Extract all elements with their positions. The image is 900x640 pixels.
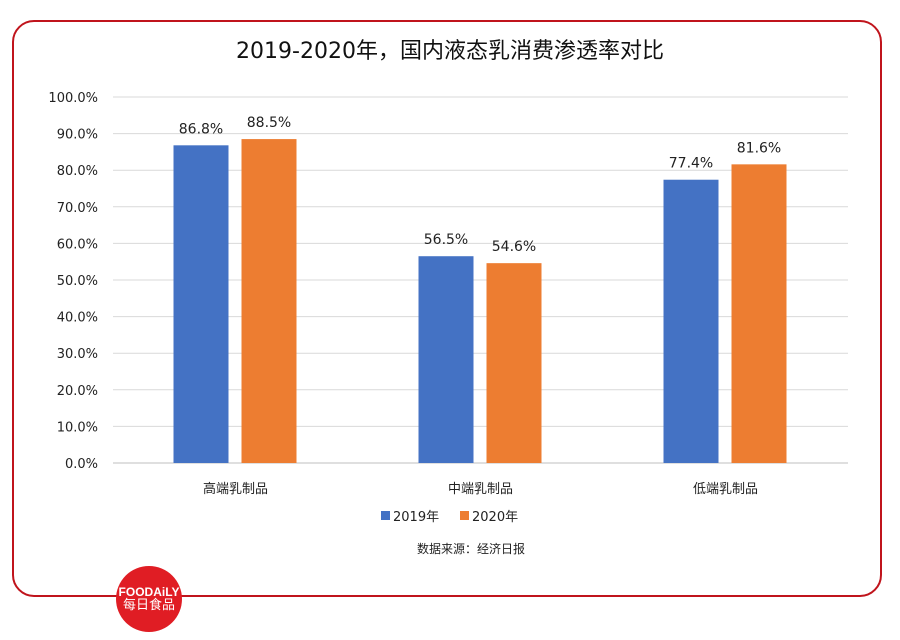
bar-2020年-中端乳制品	[486, 263, 542, 463]
chart-title: 2019-2020年，国内液态乳消费渗透率对比	[236, 39, 664, 64]
y-tick-label: 100.0%	[48, 91, 98, 106]
bar-2020年-低端乳制品	[731, 164, 787, 463]
bar-2019年-中端乳制品	[418, 256, 474, 463]
y-tick-label: 10.0%	[57, 420, 98, 435]
y-tick-label: 40.0%	[57, 311, 98, 326]
data-label: 77.4%	[669, 156, 713, 172]
legend-label-2020: 2020年	[472, 510, 518, 525]
x-tick-label: 高端乳制品	[203, 481, 268, 497]
data-label: 81.6%	[737, 140, 781, 156]
foodaily-logo: FOODAiLY 每日食品	[116, 566, 182, 632]
y-tick-label: 50.0%	[57, 274, 98, 289]
y-tick-label: 60.0%	[57, 237, 98, 252]
bar-2019年-低端乳制品	[663, 179, 719, 463]
data-label: 88.5%	[247, 115, 291, 131]
legend-label-2019: 2019年	[393, 510, 439, 525]
y-tick-label: 70.0%	[57, 201, 98, 216]
y-tick-label: 90.0%	[57, 128, 98, 143]
legend-swatch-2019	[381, 511, 390, 520]
legend: 2019年 2020年	[381, 510, 518, 525]
legend-swatch-2020	[460, 511, 469, 520]
y-tick-label: 80.0%	[57, 164, 98, 179]
logo-en: FOODAiLY	[118, 585, 180, 599]
y-tick-label: 0.0%	[65, 457, 98, 472]
data-label: 54.6%	[492, 239, 536, 255]
data-label: 56.5%	[424, 232, 468, 248]
bar-2020年-高端乳制品	[241, 139, 297, 463]
bar-2019年-高端乳制品	[173, 145, 229, 463]
logo-cn: 每日食品	[122, 597, 175, 612]
y-tick-label: 20.0%	[57, 384, 98, 399]
y-tick-label: 30.0%	[57, 347, 98, 362]
source-note: 数据来源：经济日报	[417, 541, 525, 556]
x-tick-label: 低端乳制品	[693, 482, 758, 497]
data-label: 86.8%	[179, 121, 223, 137]
chart-frame	[12, 20, 882, 597]
x-tick-label: 中端乳制品	[448, 482, 513, 497]
